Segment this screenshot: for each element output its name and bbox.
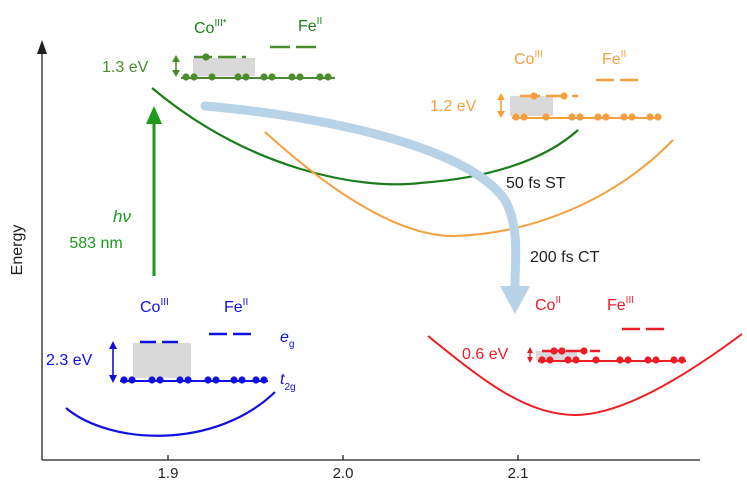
ct-gap-label: 0.6 eV bbox=[462, 346, 509, 363]
x-tick-label-1.9: 1.9 bbox=[158, 465, 179, 481]
excitation-arrow bbox=[146, 106, 162, 276]
gs-co-label: CoIII bbox=[140, 297, 169, 316]
y-axis-arrowhead bbox=[37, 40, 47, 54]
excitation-wavelength: 583 nm bbox=[69, 235, 122, 252]
gs-electrons bbox=[120, 376, 268, 384]
es-gap-label: 1.3 eV bbox=[102, 59, 149, 76]
es-gap-arrow bbox=[172, 55, 180, 77]
ct-fe-label: FeIII bbox=[607, 295, 634, 314]
gs-gap-label: 2.3 eV bbox=[46, 352, 93, 369]
gs-fe-label: FeII bbox=[224, 297, 248, 316]
st-shade bbox=[510, 96, 553, 116]
excited-state-levels: CoIII* FeII 1.3 eV bbox=[102, 16, 335, 81]
y-axis-label: Energy bbox=[9, 225, 26, 276]
ct-co-label: CoII bbox=[535, 295, 561, 314]
st-gap-arrow bbox=[497, 93, 505, 118]
ct-time-label: 200 fs CT bbox=[530, 249, 600, 266]
st-co-label: CoIII bbox=[514, 49, 543, 68]
st-state-levels: CoIII FeII 1.2 eV bbox=[430, 49, 662, 121]
x-tick-label-2.1: 2.1 bbox=[508, 465, 529, 481]
gs-gap-arrow bbox=[109, 341, 117, 383]
ct-gap-arrow bbox=[527, 347, 533, 363]
es-electrons bbox=[182, 53, 332, 81]
ground-state-levels: CoIII FeII 2.3 eV eg t2g bbox=[46, 297, 296, 393]
excited-state-curve bbox=[151, 87, 579, 186]
relaxation-arrow bbox=[200, 101, 530, 314]
st-time-label: 50 fs ST bbox=[506, 175, 566, 192]
es-co-label: CoIII* bbox=[194, 18, 227, 37]
eg-label: eg bbox=[280, 329, 294, 350]
charge-transfer-curve bbox=[427, 333, 743, 417]
t2g-label: t2g bbox=[280, 371, 296, 393]
spin-transition-curve bbox=[264, 131, 674, 238]
ct-shade bbox=[536, 351, 577, 360]
ct-state-levels: CoII FeIII 0.6 eV bbox=[462, 295, 686, 364]
x-tick-label-2.0: 2.0 bbox=[333, 465, 354, 481]
ct-electrons bbox=[538, 347, 686, 364]
st-fe-label: FeII bbox=[602, 49, 626, 68]
ground-state-curve bbox=[65, 391, 276, 437]
es-fe-label: FeII bbox=[298, 16, 322, 35]
st-electrons bbox=[512, 92, 662, 121]
st-gap-label: 1.2 eV bbox=[430, 98, 477, 115]
es-shade bbox=[193, 58, 255, 76]
photon-energy-label: hν bbox=[113, 207, 131, 226]
axes: 1.9 2.0 2.1 Energy bbox=[9, 40, 700, 481]
curves bbox=[65, 87, 743, 437]
gs-shade bbox=[133, 343, 191, 378]
